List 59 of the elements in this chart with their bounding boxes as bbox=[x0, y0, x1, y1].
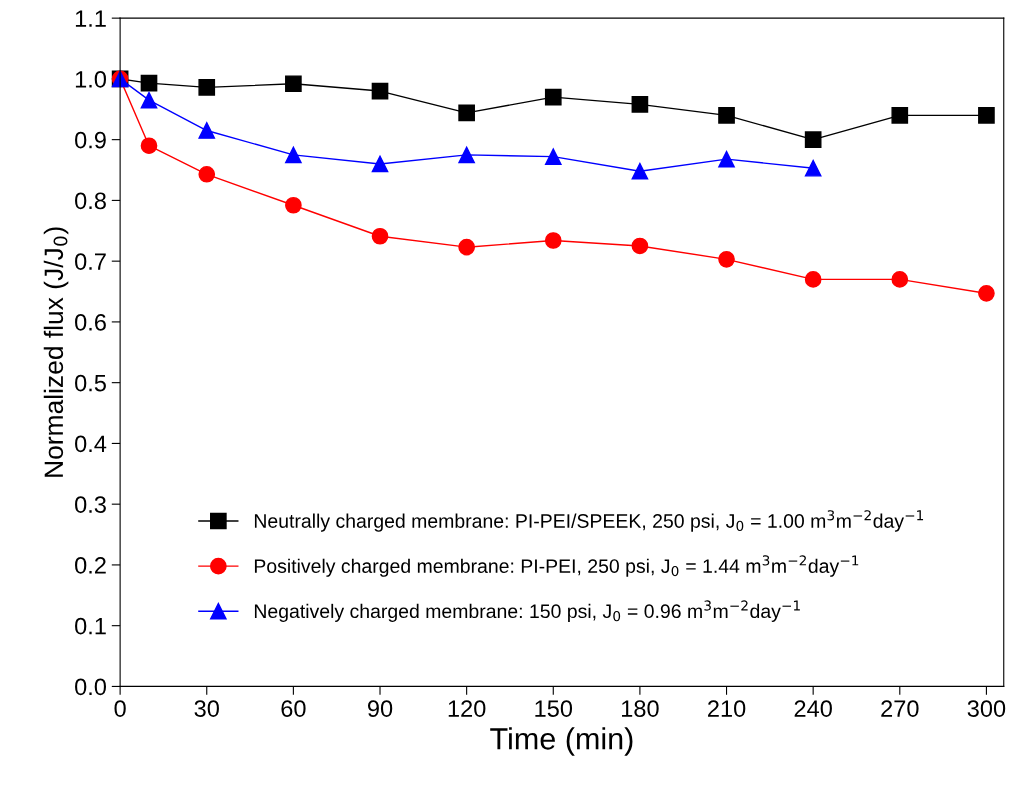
x-tick-label: 300 bbox=[967, 700, 1006, 717]
y-tick-label: 0.5 bbox=[75, 374, 106, 392]
point bbox=[458, 104, 475, 122]
x-tick-label: 90 bbox=[367, 700, 393, 717]
point bbox=[371, 155, 389, 173]
point bbox=[631, 237, 649, 255]
x-tick-label: 60 bbox=[281, 700, 306, 717]
point bbox=[285, 75, 302, 93]
point bbox=[891, 107, 909, 124]
x-tick-label: 270 bbox=[881, 700, 919, 717]
legend-label: Neutrally charged membrane: PI-PEI/SPEEK, 250 psi, J$_{0}$ = 1.00 m$^{3}$m$^{−2}$day$^{−1}$ bbox=[254, 510, 924, 532]
point bbox=[285, 146, 302, 164]
text: 1.0 bbox=[75, 70, 107, 88]
point bbox=[544, 148, 562, 165]
text: 0.0 bbox=[75, 678, 107, 696]
point bbox=[978, 107, 995, 124]
point bbox=[285, 196, 302, 214]
y-tick-label: 0.8 bbox=[75, 192, 106, 210]
x-tick-label: 210 bbox=[708, 700, 746, 717]
x-tick-label: 0 bbox=[114, 700, 126, 717]
x-tick-label: 150 bbox=[535, 700, 573, 717]
point bbox=[371, 227, 389, 245]
y-tick-label: 0.4 bbox=[75, 435, 107, 453]
point bbox=[804, 159, 822, 177]
point bbox=[631, 96, 649, 113]
point bbox=[718, 251, 735, 268]
point bbox=[978, 285, 995, 302]
point bbox=[544, 88, 562, 106]
x-tick-label: 240 bbox=[794, 700, 832, 717]
point bbox=[458, 146, 475, 164]
legend-label: Positively charged membrane: PI-PEI, 250 psi, J$_{0}$ = 1.44 m$^{3}$m$^{−2}$day$^{−1}$ bbox=[254, 555, 859, 577]
point bbox=[198, 165, 216, 183]
point bbox=[140, 137, 158, 155]
point bbox=[140, 91, 158, 109]
y-tick-label: 0.1 bbox=[75, 617, 106, 635]
y-tick-label: 0.6 bbox=[75, 313, 106, 331]
y-tick-label: 0.3 bbox=[75, 496, 106, 513]
y-tick-label: 1.1 bbox=[75, 10, 106, 27]
y-axis-title: Normalized flux (J/J$_{0}$) bbox=[43, 227, 69, 477]
point bbox=[718, 150, 735, 168]
x-tick-label: 180 bbox=[622, 700, 659, 717]
legend-label: Negatively charged membrane: 150 psi, J$_{0}$ = 0.96 m$^{3}$m$^{−2}$day$^{−1}$ bbox=[254, 600, 800, 622]
point bbox=[140, 74, 158, 92]
point bbox=[198, 122, 216, 139]
point bbox=[804, 131, 822, 148]
point bbox=[631, 162, 649, 180]
y-tick-label: 0.7 bbox=[75, 253, 106, 270]
point bbox=[804, 271, 822, 288]
x-axis-title: Time (min) bbox=[490, 727, 633, 756]
y-tick-label: 0.2 bbox=[75, 556, 106, 574]
x-tick-label: 30 bbox=[194, 700, 219, 717]
point bbox=[198, 79, 216, 96]
point bbox=[891, 271, 909, 288]
point bbox=[544, 232, 562, 249]
y-tick-label: 0.9 bbox=[75, 131, 106, 149]
x-tick-label: 120 bbox=[448, 700, 486, 717]
point bbox=[458, 238, 475, 256]
point bbox=[371, 82, 389, 100]
point bbox=[718, 107, 735, 124]
